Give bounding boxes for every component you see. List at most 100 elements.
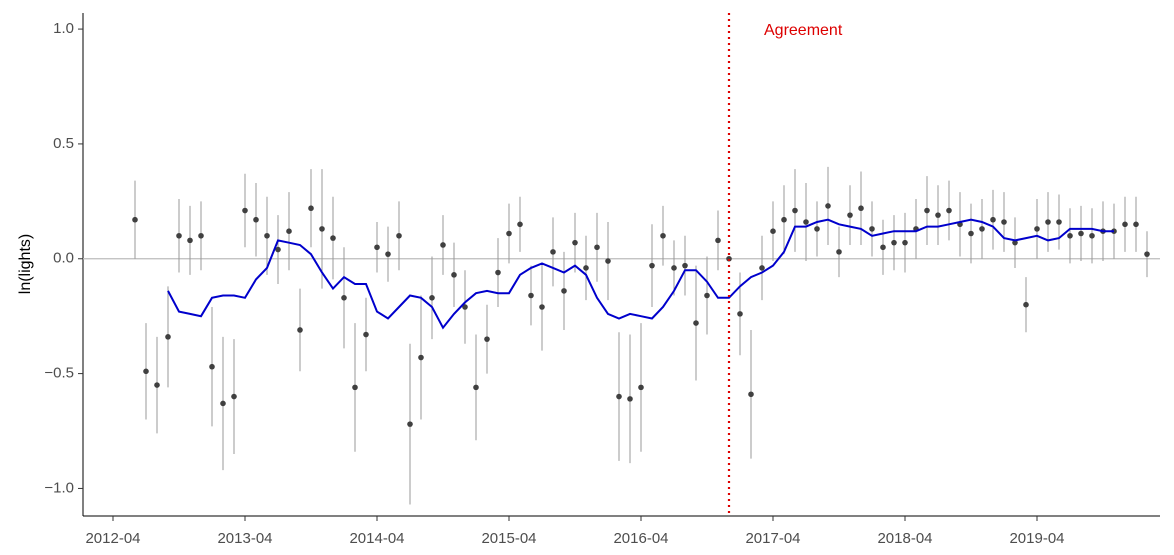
data-point: [792, 207, 798, 214]
data-point: [165, 334, 171, 340]
data-point: [341, 295, 347, 301]
data-point: [759, 265, 765, 271]
data-point: [407, 421, 413, 427]
data-point: [1056, 219, 1062, 225]
data-point: [1122, 221, 1128, 228]
y-tick-label: 1.0: [53, 20, 74, 37]
data-point: [330, 235, 336, 241]
data-point: [385, 251, 391, 257]
x-tick-label: 2015-04: [481, 530, 536, 547]
data-point: [1078, 230, 1084, 237]
data-point: [781, 216, 787, 223]
data-point: [462, 304, 468, 310]
data-point: [726, 255, 732, 262]
data-point: [198, 232, 204, 239]
data-point: [605, 258, 611, 264]
data-point: [539, 304, 545, 310]
data-point: [770, 228, 776, 234]
x-tick-label: 2019-04: [1009, 530, 1064, 547]
data-point: [1012, 239, 1018, 246]
data-point: [1089, 232, 1095, 239]
data-point: [297, 327, 303, 333]
x-tick-label: 2017-04: [745, 530, 800, 547]
x-tick-label: 2012-04: [85, 530, 140, 547]
data-point: [693, 320, 699, 326]
data-point: [847, 212, 853, 218]
data-point: [638, 384, 644, 391]
data-point: [660, 232, 666, 239]
x-tick-label: 2013-04: [217, 530, 272, 547]
data-point: [1023, 301, 1029, 308]
moving-average-line: [167, 218, 1114, 330]
data-point: [319, 226, 325, 232]
data-point: [616, 393, 622, 400]
data-point: [968, 230, 974, 237]
data-point: [649, 262, 655, 269]
data-point: [528, 292, 534, 299]
data-point: [484, 336, 490, 342]
data-point: [836, 249, 842, 255]
data-point: [220, 400, 226, 407]
data-point: [1144, 251, 1150, 257]
data-point: [924, 207, 930, 214]
data-point: [374, 244, 380, 251]
data-point: [803, 219, 809, 225]
data-point: [176, 232, 182, 239]
x-tick-label: 2016-04: [613, 530, 668, 547]
data-point: [814, 226, 820, 232]
data-point: [715, 237, 721, 244]
data-point: [594, 244, 600, 251]
data-point: [231, 393, 237, 400]
data-point: [143, 368, 149, 375]
y-tick-label: −1.0: [44, 479, 74, 496]
data-point: [1034, 226, 1040, 232]
data-point: [132, 216, 138, 223]
data-point: [704, 292, 710, 299]
annotation-label: Agreement: [764, 22, 843, 39]
x-tick-label: 2018-04: [877, 530, 932, 547]
data-point: [517, 221, 523, 228]
data-point: [451, 272, 457, 278]
data-point: [495, 269, 501, 276]
data-point: [308, 205, 314, 212]
data-point: [242, 207, 248, 214]
y-tick-label: 0.0: [53, 250, 74, 267]
data-point: [363, 331, 369, 338]
y-axis-label: ln(lights): [17, 234, 34, 294]
data-point: [1045, 219, 1051, 225]
data-point: [253, 216, 259, 223]
y-tick-label: 0.5: [53, 135, 74, 152]
data-point: [275, 246, 281, 253]
data-point: [187, 237, 193, 244]
data-point: [550, 249, 556, 255]
data-point: [935, 212, 941, 218]
data-point: [891, 239, 897, 246]
y-tick-label: −0.5: [44, 365, 74, 382]
data-point: [880, 244, 886, 251]
data-point: [352, 384, 358, 391]
data-point: [264, 232, 270, 239]
data-point: [429, 295, 435, 301]
data-point: [1133, 221, 1139, 228]
data-point: [825, 203, 831, 209]
data-point: [418, 354, 424, 361]
data-point: [154, 382, 160, 388]
data-point: [1067, 232, 1073, 239]
data-point: [627, 396, 633, 402]
data-point: [286, 228, 292, 234]
data-point: [682, 262, 688, 269]
data-point: [869, 226, 875, 232]
data-point: [737, 311, 743, 317]
data-point: [396, 232, 402, 239]
data-point: [440, 242, 446, 248]
data-point: [902, 239, 908, 246]
data-point: [946, 207, 952, 214]
data-point: [561, 288, 567, 294]
data-point: [990, 216, 996, 223]
data-point: [209, 363, 215, 370]
x-tick-label: 2014-04: [349, 530, 404, 547]
data-point: [473, 384, 479, 391]
data-point: [506, 230, 512, 237]
